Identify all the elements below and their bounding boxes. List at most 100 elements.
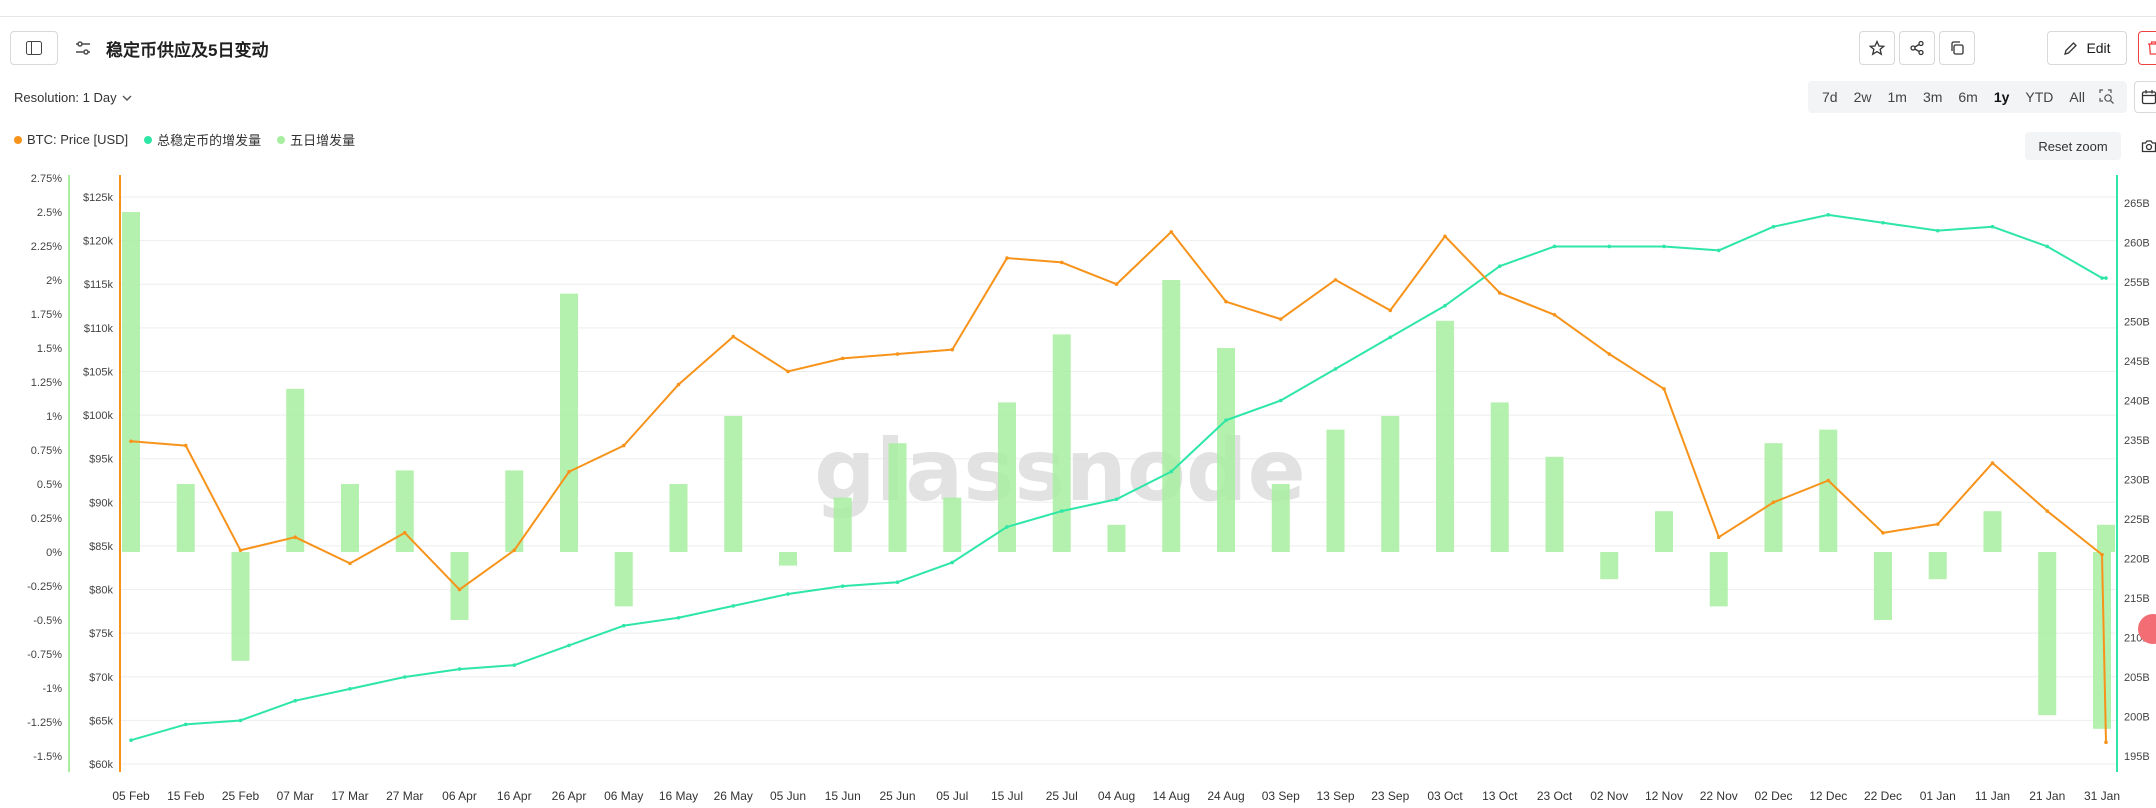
legend-item-stablecoin-supply[interactable]: 总稳定币的增发量 bbox=[144, 130, 261, 149]
stablecoin-supply-line-point bbox=[676, 615, 681, 620]
btc-price-line-point bbox=[840, 356, 845, 361]
percent-axis-tick-label: 2% bbox=[46, 275, 62, 287]
five-day-change-bar bbox=[724, 416, 743, 552]
x-axis-tick-label: 04 Aug bbox=[1098, 789, 1135, 803]
supply-axis-tick-label: 230B bbox=[2124, 475, 2150, 487]
calendar-button[interactable] bbox=[2134, 81, 2156, 113]
screenshot-button[interactable] bbox=[2134, 132, 2156, 160]
resolution-dropdown[interactable]: Resolution: 1 Day bbox=[14, 90, 133, 105]
stablecoin-supply-line-point bbox=[786, 592, 790, 596]
legend-item-btc-price[interactable]: BTC: Price [USD] bbox=[14, 130, 128, 149]
price-axis-tick-label: $65k bbox=[89, 715, 113, 727]
stablecoin-supply-line-point bbox=[293, 698, 298, 703]
five-day-change-bar bbox=[943, 497, 962, 552]
stablecoin-supply-line-point bbox=[1497, 264, 1502, 268]
x-axis-tick-label: 25 Jul bbox=[1046, 789, 1078, 803]
stablecoin-supply-line-point bbox=[1278, 398, 1283, 403]
supply-axis-tick-label: 220B bbox=[2124, 554, 2150, 566]
timeframe-1y[interactable]: 1y bbox=[1993, 89, 2010, 105]
price-axis-tick-label: $105k bbox=[83, 366, 113, 378]
five-day-change-bar bbox=[450, 552, 469, 620]
x-axis-tick-label: 24 Aug bbox=[1207, 789, 1244, 803]
supply-axis-tick-label: 215B bbox=[2124, 593, 2150, 605]
price-axis-tick-label: $110k bbox=[84, 323, 114, 335]
zoom-select-icon[interactable] bbox=[2099, 89, 2115, 105]
chart-area[interactable]: 2.75% 2.5% 2.25% 2% 1.75% 1.5% 1.25% 1% 0.75% 0.5… bbox=[0, 160, 2156, 808]
five-day-change-bar bbox=[1928, 552, 1947, 580]
timeframe-1m[interactable]: 1m bbox=[1887, 89, 1907, 105]
btc-price-line-point bbox=[1497, 291, 1502, 295]
price-axis-tick-label: $80k bbox=[89, 585, 113, 597]
stablecoin-supply-line-point bbox=[1607, 244, 1612, 249]
x-axis-tick-label: 06 May bbox=[604, 789, 643, 803]
percent-axis-tick-label: 1% bbox=[46, 411, 62, 423]
favorite-button[interactable] bbox=[1859, 31, 1895, 65]
btc-price-line-point bbox=[676, 382, 681, 387]
five-day-change-bar bbox=[1983, 511, 2002, 552]
supply-axis-tick-label: 235B bbox=[2124, 435, 2150, 447]
stablecoin-supply-line-point bbox=[1716, 248, 1721, 253]
share-button[interactable] bbox=[1899, 31, 1935, 65]
btc-price-line-point bbox=[1224, 299, 1228, 304]
edit-button[interactable]: Edit bbox=[2047, 31, 2127, 65]
percent-axis-tick-label: 1.75% bbox=[31, 309, 62, 321]
btc-price-line-point bbox=[1114, 282, 1119, 287]
five-day-change-bar bbox=[231, 552, 250, 661]
floating-assistant-badge[interactable] bbox=[2138, 614, 2156, 644]
stablecoin-supply-line bbox=[130, 213, 2106, 742]
supply-axis-tick-label: 255B bbox=[2124, 277, 2150, 289]
chevron-down-icon bbox=[122, 95, 132, 101]
five-day-change-bar bbox=[1162, 280, 1181, 552]
five-day-change-bar bbox=[2093, 552, 2111, 729]
stablecoin-supply-line-point bbox=[183, 722, 188, 727]
btc-price-line-point bbox=[1059, 260, 1064, 265]
timeframe-3m[interactable]: 3m bbox=[1922, 89, 1943, 105]
five-day-change-bar bbox=[1709, 552, 1728, 607]
x-axis-tick-label: 05 Jul bbox=[936, 789, 968, 803]
percent-axis-tick-label: -0.5% bbox=[33, 615, 62, 627]
duplicate-button[interactable] bbox=[1939, 31, 1975, 65]
supply-axis-tick-label: 195B bbox=[2124, 751, 2150, 763]
stablecoin-supply-line-point bbox=[402, 675, 407, 679]
price-axis-tick-label: $70k bbox=[89, 672, 113, 684]
btc-price-line-point bbox=[293, 535, 298, 539]
x-axis-tick-label: 05 Jun bbox=[770, 789, 806, 803]
btc-price-line-point bbox=[2104, 740, 2108, 744]
five-day-change-bar bbox=[1874, 552, 1892, 620]
legend-dot-btc-price bbox=[14, 135, 22, 144]
x-axis-tick-label: 06 Apr bbox=[442, 789, 477, 803]
price-axis-tick-label: $95k bbox=[89, 454, 113, 466]
percent-axis-tick-label: 1.25% bbox=[31, 377, 62, 389]
timeframe-selector: 7d 2w 1m 3m 6m 1y YTD All bbox=[1808, 81, 2127, 113]
five-day-change-bar bbox=[2097, 524, 2115, 552]
btc-price-line-point bbox=[1388, 308, 1393, 313]
reset-zoom-button[interactable]: Reset zoom bbox=[2025, 132, 2121, 160]
five-day-change-bar bbox=[1326, 429, 1345, 552]
x-axis-tick-label: 22 Dec bbox=[1864, 789, 1902, 803]
legend-label-stablecoin-supply: 总稳定币的增发量 bbox=[157, 133, 262, 148]
timeframe-6m[interactable]: 6m bbox=[1958, 89, 1978, 105]
legend-dot-stablecoin-supply bbox=[144, 135, 153, 144]
timeframe-ytd[interactable]: YTD bbox=[2025, 89, 2054, 105]
stablecoin-supply-line-point bbox=[895, 580, 900, 584]
delete-button[interactable] bbox=[2138, 31, 2156, 65]
timeframe-2w[interactable]: 2w bbox=[1853, 89, 1872, 105]
settings-icon[interactable] bbox=[74, 39, 92, 57]
btc-price-line-point bbox=[1278, 317, 1283, 321]
btc-price-line-point bbox=[1169, 230, 1174, 234]
calendar-icon bbox=[2141, 90, 2156, 105]
legend-dot-five-day-change bbox=[277, 135, 286, 144]
timeframe-7d[interactable]: 7d bbox=[1822, 89, 1838, 105]
stablecoin-supply-line-point bbox=[2100, 276, 2104, 280]
timeframe-all[interactable]: All bbox=[2069, 89, 2085, 105]
legend-label-btc-price: BTC: Price [USD] bbox=[27, 132, 129, 147]
sidebar-toggle-button[interactable] bbox=[10, 31, 58, 65]
x-axis-tick-label: 23 Sep bbox=[1371, 789, 1409, 803]
stablecoin-supply-line-point bbox=[457, 667, 462, 671]
share-icon bbox=[1910, 40, 1924, 56]
legend-item-five-day-change[interactable]: 五日增发量 bbox=[277, 130, 355, 149]
supply-axis-tick-label: 260B bbox=[2124, 238, 2150, 250]
stablecoin-supply-line-point bbox=[238, 718, 243, 723]
price-axis-tick-label: $85k bbox=[89, 541, 113, 553]
stablecoin-supply-line-point bbox=[567, 643, 571, 648]
